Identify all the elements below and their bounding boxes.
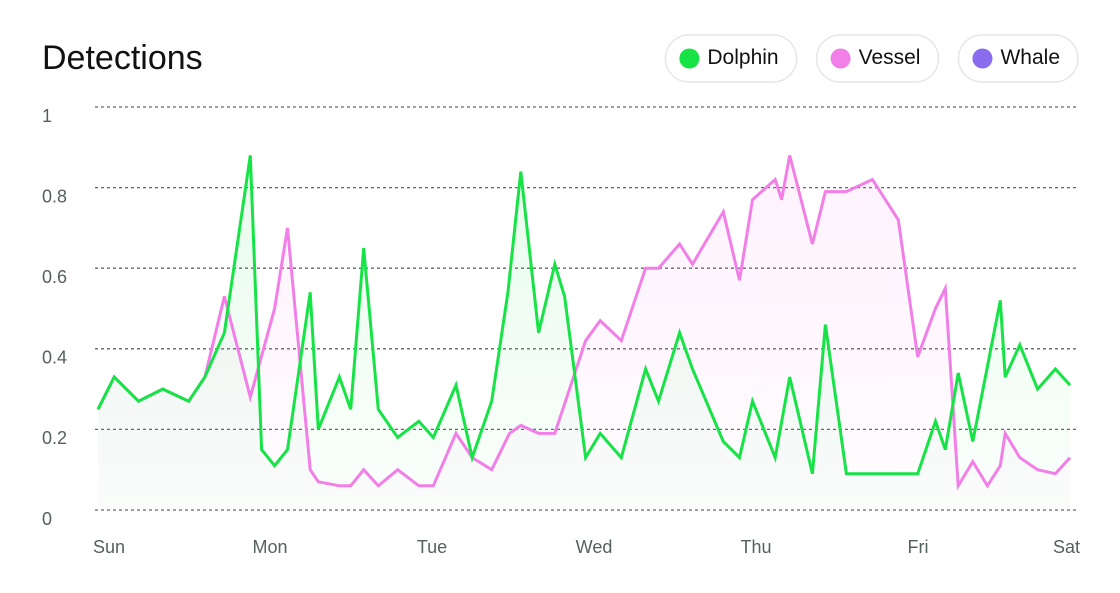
x-tick-label: Fri — [908, 537, 929, 557]
legend-pill — [957, 34, 1079, 83]
x-tick-label: Sun — [93, 537, 125, 557]
legend-label: Whale — [1000, 46, 1060, 69]
series-line — [96, 155, 1072, 491]
legend-pill — [815, 34, 940, 83]
chart-title: Detections — [42, 39, 203, 77]
x-tick-label: Mon — [252, 537, 287, 557]
legend-swatch — [679, 48, 700, 69]
y-tick-label: 1 — [42, 106, 52, 126]
y-tick-label: 0.6 — [42, 267, 67, 287]
legend-item: Vessel — [815, 34, 940, 83]
legend-swatch — [972, 48, 993, 69]
legend-label: Vessel — [859, 46, 921, 69]
x-tick-label: Sat — [1053, 537, 1080, 557]
series-area — [98, 155, 1070, 510]
y-tick-label: 0.4 — [42, 348, 67, 368]
y-tick-label: 0.2 — [42, 428, 67, 448]
y-tick-label: 0.8 — [42, 186, 67, 206]
series-line — [96, 155, 1072, 476]
legend-pill — [664, 34, 798, 83]
x-tick-label: Tue — [417, 537, 447, 557]
legend-item: Whale — [957, 34, 1079, 83]
legend-item: Dolphin — [664, 34, 798, 83]
legend-swatch — [830, 48, 851, 69]
x-tick-label: Wed — [576, 537, 613, 557]
legend-label: Dolphin — [707, 46, 778, 69]
y-tick-label: 0 — [42, 509, 52, 529]
x-tick-label: Thu — [740, 537, 771, 557]
